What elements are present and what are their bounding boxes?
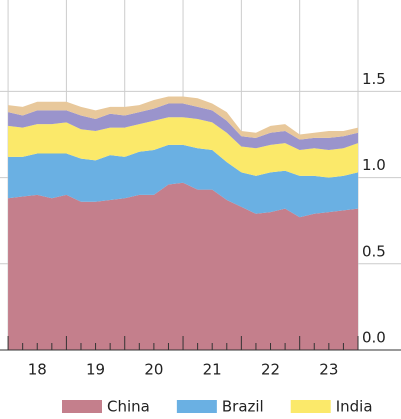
y-tick-label: 1.5 <box>362 70 386 88</box>
legend-label: India <box>336 398 373 416</box>
y-tick-label: 0.5 <box>362 242 386 260</box>
area <box>8 117 359 178</box>
x-tick-label: 23 <box>319 361 338 379</box>
area <box>8 144 359 218</box>
y-tick-label: 0.0 <box>362 329 386 347</box>
legend-swatch <box>62 400 102 413</box>
legend-swatch <box>176 400 217 413</box>
legend-swatch <box>290 400 331 413</box>
legend-label: China <box>107 398 150 416</box>
x-tick-label: 20 <box>144 361 163 379</box>
x-tick-label: 18 <box>28 361 47 379</box>
x-tick-label: 19 <box>86 361 105 379</box>
x-tick-label: 22 <box>261 361 280 379</box>
x-tick-label: 21 <box>203 361 222 379</box>
area <box>8 103 359 150</box>
area <box>8 96 359 140</box>
y-tick-label: 1.0 <box>362 156 386 174</box>
area <box>8 182 359 350</box>
legend-label: Brazil <box>222 398 264 416</box>
